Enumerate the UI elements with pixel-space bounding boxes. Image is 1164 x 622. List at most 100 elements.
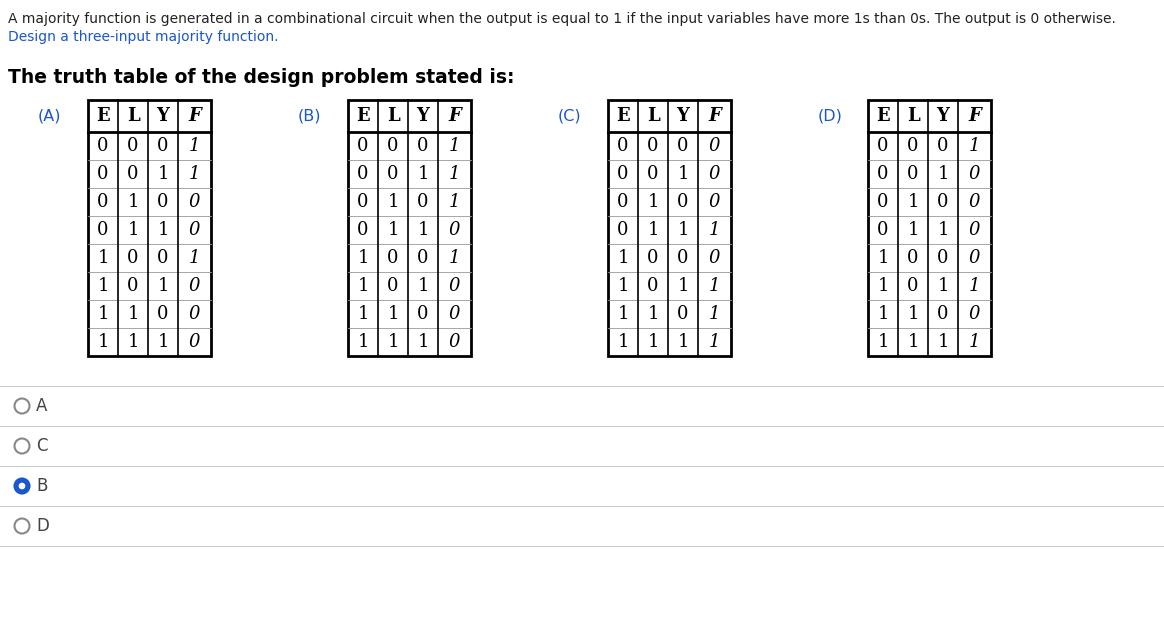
Text: 1: 1 xyxy=(98,277,108,295)
Circle shape xyxy=(14,439,29,453)
Text: 1: 1 xyxy=(189,137,200,155)
Text: 0: 0 xyxy=(449,305,460,323)
Text: 1: 1 xyxy=(98,333,108,351)
Text: 1: 1 xyxy=(878,249,889,267)
Text: A: A xyxy=(36,397,48,415)
Text: 0: 0 xyxy=(937,249,949,267)
Text: 0: 0 xyxy=(157,193,169,211)
Text: 0: 0 xyxy=(417,249,428,267)
Text: (A): (A) xyxy=(38,108,62,124)
Text: 0: 0 xyxy=(127,165,139,183)
Text: 0: 0 xyxy=(677,249,689,267)
Circle shape xyxy=(14,478,29,493)
Circle shape xyxy=(14,519,29,534)
Text: 1: 1 xyxy=(677,221,689,239)
Text: 1: 1 xyxy=(357,333,369,351)
Text: 1: 1 xyxy=(388,333,399,351)
Text: 0: 0 xyxy=(127,277,139,295)
Bar xyxy=(348,100,471,356)
Bar xyxy=(88,100,211,356)
Text: Y: Y xyxy=(417,107,430,125)
Text: 1: 1 xyxy=(907,305,918,323)
Text: 1: 1 xyxy=(937,165,949,183)
Text: 1: 1 xyxy=(417,165,428,183)
Text: 1: 1 xyxy=(937,277,949,295)
Text: 0: 0 xyxy=(98,221,108,239)
Text: 1: 1 xyxy=(98,305,108,323)
Text: 1: 1 xyxy=(677,165,689,183)
Text: 1: 1 xyxy=(449,249,460,267)
Text: F: F xyxy=(708,107,721,125)
Text: 1: 1 xyxy=(189,249,200,267)
Text: L: L xyxy=(647,107,659,125)
Text: 0: 0 xyxy=(647,165,659,183)
Text: 0: 0 xyxy=(878,221,889,239)
Text: L: L xyxy=(386,107,399,125)
Text: 1: 1 xyxy=(127,221,139,239)
Text: C: C xyxy=(36,437,48,455)
Text: 0: 0 xyxy=(937,137,949,155)
Text: 0: 0 xyxy=(968,165,980,183)
Text: 0: 0 xyxy=(709,249,721,267)
Text: Y: Y xyxy=(676,107,689,125)
Text: F: F xyxy=(968,107,981,125)
Text: 1: 1 xyxy=(617,305,629,323)
Text: 1: 1 xyxy=(157,277,169,295)
Text: 1: 1 xyxy=(417,333,428,351)
Text: 0: 0 xyxy=(98,165,108,183)
Text: 0: 0 xyxy=(127,249,139,267)
Text: 0: 0 xyxy=(417,193,428,211)
Text: 1: 1 xyxy=(417,221,428,239)
Text: 1: 1 xyxy=(878,305,889,323)
Text: B: B xyxy=(36,477,48,495)
Text: 0: 0 xyxy=(157,305,169,323)
Text: 0: 0 xyxy=(417,305,428,323)
Text: 1: 1 xyxy=(127,333,139,351)
Text: L: L xyxy=(127,107,140,125)
Text: (B): (B) xyxy=(298,108,321,124)
Text: 0: 0 xyxy=(647,277,659,295)
Text: 1: 1 xyxy=(157,221,169,239)
Text: 0: 0 xyxy=(617,221,629,239)
Circle shape xyxy=(15,480,28,493)
Text: 1: 1 xyxy=(907,221,918,239)
Bar xyxy=(608,100,731,356)
Text: 1: 1 xyxy=(357,277,369,295)
Text: 1: 1 xyxy=(878,277,889,295)
Text: 1: 1 xyxy=(968,277,980,295)
Text: 0: 0 xyxy=(357,137,369,155)
Text: 1: 1 xyxy=(907,193,918,211)
Text: 1: 1 xyxy=(617,277,629,295)
Text: 0: 0 xyxy=(357,165,369,183)
Text: (C): (C) xyxy=(558,108,582,124)
Text: 0: 0 xyxy=(968,193,980,211)
Text: E: E xyxy=(97,107,109,125)
Text: 0: 0 xyxy=(968,249,980,267)
Text: F: F xyxy=(448,107,461,125)
Text: 0: 0 xyxy=(878,193,889,211)
Text: 1: 1 xyxy=(677,277,689,295)
Text: 0: 0 xyxy=(157,137,169,155)
Text: 0: 0 xyxy=(98,193,108,211)
Text: 0: 0 xyxy=(98,137,108,155)
Text: 1: 1 xyxy=(388,305,399,323)
Text: E: E xyxy=(876,107,889,125)
Text: (D): (D) xyxy=(818,108,843,124)
Text: 1: 1 xyxy=(388,193,399,211)
Text: 0: 0 xyxy=(677,193,689,211)
Text: 1: 1 xyxy=(388,221,399,239)
Text: 0: 0 xyxy=(417,137,428,155)
Text: 0: 0 xyxy=(189,277,200,295)
Text: F: F xyxy=(189,107,201,125)
Text: 1: 1 xyxy=(127,305,139,323)
Text: 0: 0 xyxy=(449,333,460,351)
Text: D: D xyxy=(36,517,49,535)
Circle shape xyxy=(20,483,24,489)
Text: 0: 0 xyxy=(449,277,460,295)
Text: 0: 0 xyxy=(968,305,980,323)
Text: 0: 0 xyxy=(189,305,200,323)
Text: 1: 1 xyxy=(157,333,169,351)
Text: 0: 0 xyxy=(878,137,889,155)
Text: A majority function is generated in a combinational circuit when the output is e: A majority function is generated in a co… xyxy=(8,12,1116,26)
Text: 1: 1 xyxy=(709,277,721,295)
